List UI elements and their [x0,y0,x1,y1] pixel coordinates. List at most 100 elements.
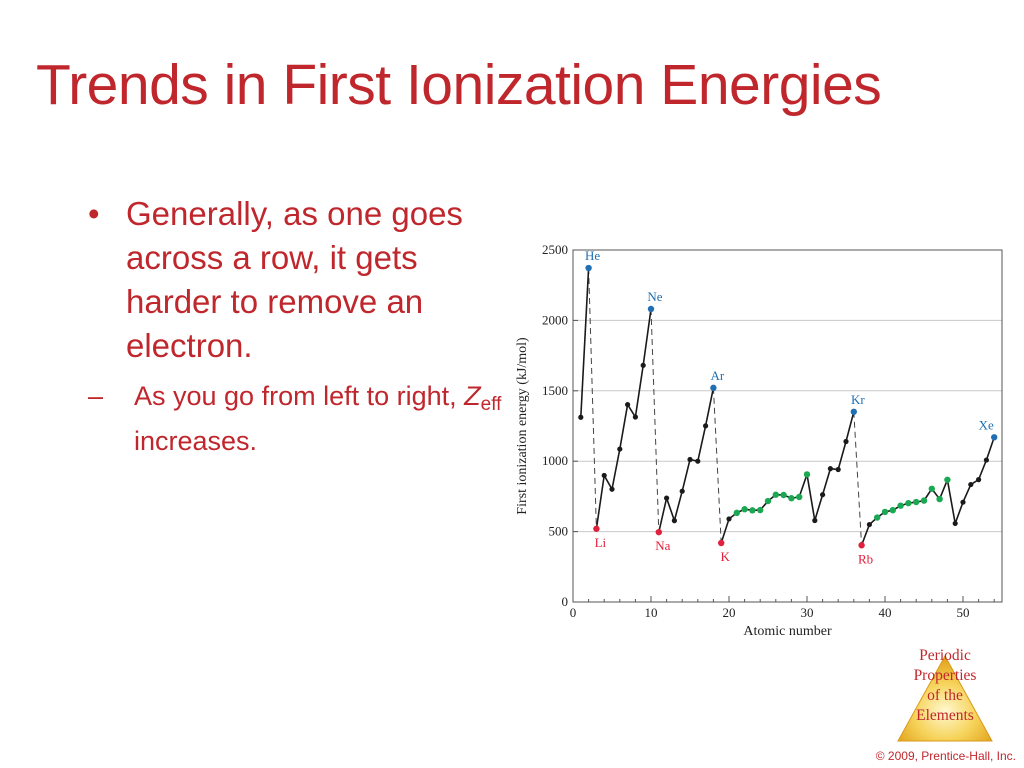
transition-point [803,471,811,478]
sub-bullet-marker: – [88,381,104,411]
noble-point [850,408,857,415]
drop-line [712,387,722,544]
logo-line: Properties [913,667,977,684]
series-segment [720,411,855,544]
series-segment [658,387,715,533]
transition-point [905,499,912,507]
transition-point [920,497,928,504]
transition-point [772,491,779,498]
logo-text: Periodic Properties of the Elements [892,646,998,726]
element-labels: He Ne Ar Kr Xe Li Na K Rb [585,248,994,566]
logo-line: Elements [916,707,974,724]
data-point [820,492,826,498]
logo-line: Periodic [919,647,971,664]
data-point [687,456,693,463]
alkali-point [593,525,600,532]
data-point [952,520,958,527]
series-segment [580,267,590,418]
data-point [976,477,982,483]
element-label: Rb [858,551,873,566]
transition-point [780,491,787,499]
y-tick-label: 1000 [542,453,568,468]
data-point [609,486,615,492]
element-label: He [585,248,600,263]
x-tick-label: 50 [957,605,970,620]
data-points [578,264,998,549]
element-label: Ne [647,289,662,304]
transition-point [897,502,904,509]
x-tick-label: 40 [879,605,892,620]
sub-bullet-prefix: As you go from left to right, [134,381,465,411]
plot-frame [572,249,1003,603]
bullet-list: • Generally, as one goes across a row, i… [88,192,508,459]
transition-point [913,498,920,506]
y-tick-label: 500 [549,524,569,539]
data-point [812,517,818,524]
data-point [835,466,841,473]
transition-point [757,506,764,514]
element-label: Xe [979,417,994,432]
alkali-point [718,539,725,547]
series-segment [595,308,652,529]
element-label: Kr [851,392,865,407]
alkali-point [858,542,865,549]
data-point [601,472,607,479]
bullet-marker: • [88,195,100,232]
eff-subscript: eff [480,394,502,415]
y-tick-label: 2500 [542,242,568,257]
data-point [671,518,677,524]
bullet-item: • Generally, as one goes across a row, i… [88,192,508,368]
x-tick-label: 10 [645,605,658,620]
pyramid-logo-icon [897,654,993,742]
transition-point [889,506,896,514]
axis-tick-labels: 0 500 1000 1500 2000 2500 0 10 20 30 40 50 [542,242,970,620]
transition-point [764,497,772,505]
data-point [703,423,709,429]
ionization-energy-chart: 0 500 1000 1500 2000 2500 0 10 20 30 40 50 He Ne Ar Kr… [515,242,1003,639]
noble-point [991,434,998,441]
transition-point [796,493,803,501]
drop-line [853,411,863,546]
y-tick-label: 0 [562,594,569,609]
transition-point [936,495,943,503]
transition-point [881,508,889,516]
data-point [625,401,631,408]
x-tick-label: 0 [570,605,577,620]
logo-line: of the [927,687,963,704]
data-point [726,516,732,522]
data-point [968,481,974,488]
data-point [679,488,685,494]
data-point [983,457,989,463]
data-point [664,495,670,501]
transition-point [741,506,748,513]
drop-lines [580,267,863,546]
transition-point [944,476,951,483]
data-point [632,414,638,420]
drop-line [650,308,660,533]
data-point [960,499,966,505]
x-tick-label: 20 [723,605,736,620]
transition-point [788,495,795,502]
noble-point [710,384,717,392]
element-label: Ar [711,368,725,383]
transition-point [733,509,740,517]
transition-point [928,485,935,492]
chart-grid [572,249,1002,603]
sub-bullet-item: – As you go from left to right, Zeff inc… [88,378,508,459]
y-tick-label: 1500 [542,383,568,398]
series-line [860,437,995,546]
y-axis-label: First ionization energy (kJ/mol) [515,337,530,515]
noble-point [647,305,655,313]
data-point [827,466,833,472]
data-point [695,458,701,464]
alkali-point [655,528,662,536]
data-point [640,362,646,368]
copyright-text: © 2009, Prentice-Hall, Inc. [875,749,1016,763]
element-label: K [721,549,731,564]
y-tick-label: 2000 [542,312,568,327]
element-label: Li [595,535,607,550]
data-point [578,414,584,420]
slide-title: Trends in First Ionization Energies [36,53,882,117]
data-point [843,438,849,445]
sub-bullet-suffix: increases. [134,426,258,456]
